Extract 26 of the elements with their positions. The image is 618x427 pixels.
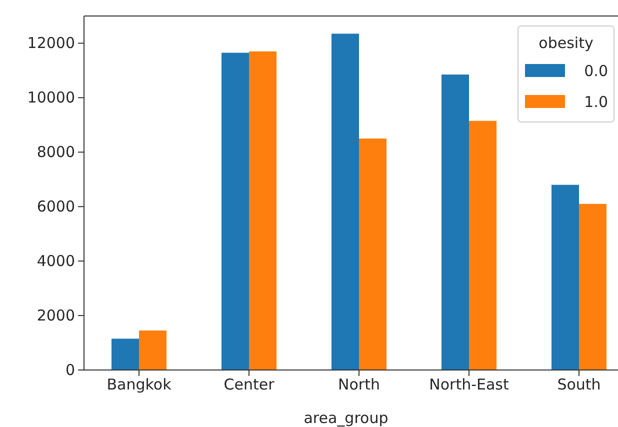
- x-tick-label: North-East: [429, 376, 509, 394]
- y-tick-label: 0: [65, 360, 75, 379]
- bar: [112, 338, 139, 370]
- legend-label: 0.0: [584, 62, 608, 80]
- y-tick-label: 6000: [36, 197, 75, 216]
- bar: [332, 34, 359, 370]
- bar: [579, 204, 606, 370]
- bar: [249, 51, 276, 370]
- legend-label: 1.0: [584, 93, 608, 111]
- bar: [139, 330, 166, 370]
- y-tick-label: 10000: [27, 88, 75, 106]
- y-tick-label: 12000: [27, 34, 75, 52]
- x-tick-label: Center: [224, 376, 276, 394]
- x-axis-title: area_group: [304, 409, 388, 427]
- y-tick-label: 2000: [36, 306, 75, 324]
- y-tick-label: 8000: [36, 142, 75, 161]
- y-tick-label: 4000: [36, 252, 75, 270]
- bar: [359, 138, 386, 370]
- bar: [552, 184, 579, 370]
- bar: [442, 74, 469, 370]
- bar: [469, 120, 496, 370]
- x-tick-label: Bangkok: [106, 376, 172, 394]
- x-tick-label: North: [338, 376, 380, 394]
- x-tick-label: South: [557, 376, 601, 394]
- bar: [222, 52, 249, 370]
- legend-title: obesity: [538, 34, 594, 52]
